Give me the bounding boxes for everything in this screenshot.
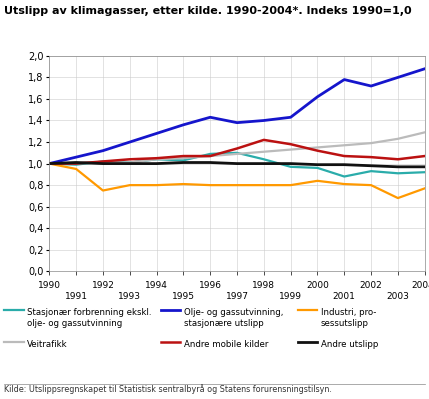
Text: 1993: 1993	[118, 292, 141, 301]
Text: 2003: 2003	[387, 292, 409, 301]
Text: Stasjonær forbrenning ekskl.
olje- og gassutvinning: Stasjonær forbrenning ekskl. olje- og ga…	[27, 308, 151, 328]
Text: 1996: 1996	[199, 281, 222, 290]
Text: 2004*: 2004*	[411, 281, 429, 290]
Text: Andre utslipp: Andre utslipp	[321, 340, 378, 350]
Text: 2001: 2001	[333, 292, 356, 301]
Text: Andre mobile kilder: Andre mobile kilder	[184, 340, 268, 350]
Text: 2000: 2000	[306, 281, 329, 290]
Text: 1994: 1994	[145, 281, 168, 290]
Text: Veitrafikk: Veitrafikk	[27, 340, 68, 350]
Text: Kilde: Utslippsregnskapet til Statistisk sentralbyrå og Statens forurensningstil: Kilde: Utslippsregnskapet til Statistisk…	[4, 384, 332, 394]
Text: 2002: 2002	[360, 281, 383, 290]
Text: 1999: 1999	[279, 292, 302, 301]
Text: 1992: 1992	[91, 281, 115, 290]
Text: 1995: 1995	[172, 292, 195, 301]
Text: 1998: 1998	[252, 281, 275, 290]
Text: 1990: 1990	[38, 281, 61, 290]
Text: Industri, pro-
sessutslipp: Industri, pro- sessutslipp	[321, 308, 376, 328]
Text: 1997: 1997	[226, 292, 248, 301]
Text: Utslipp av klimagasser, etter kilde. 1990-2004*. Indeks 1990=1,0: Utslipp av klimagasser, etter kilde. 199…	[4, 6, 412, 16]
Text: Olje- og gassutvinning,
stasjonære utslipp: Olje- og gassutvinning, stasjonære utsli…	[184, 308, 283, 328]
Text: 1991: 1991	[65, 292, 88, 301]
